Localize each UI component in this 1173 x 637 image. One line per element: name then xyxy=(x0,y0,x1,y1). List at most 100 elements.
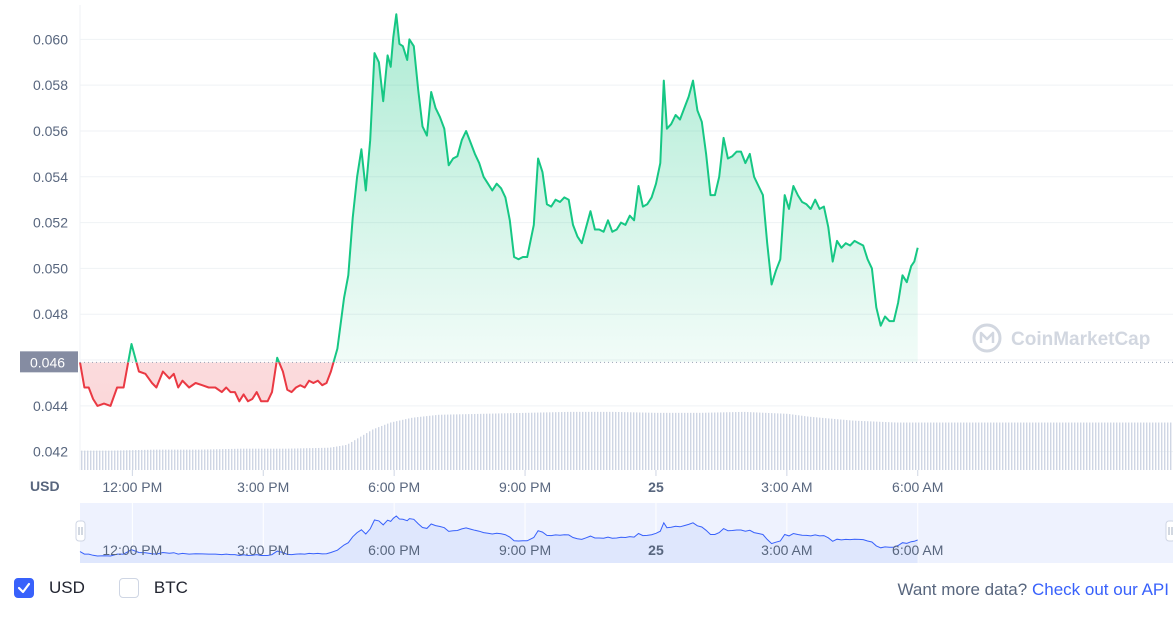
volume-bar xyxy=(510,413,512,470)
volume-bar xyxy=(189,449,191,470)
volume-bar xyxy=(384,424,386,470)
volume-bar xyxy=(969,422,971,470)
volume-bar xyxy=(678,412,680,470)
volume-bar xyxy=(615,411,617,470)
volume-bar xyxy=(1089,422,1091,470)
volume-bar xyxy=(108,450,110,470)
y-tick-label: 0.050 xyxy=(33,260,68,276)
price-chart[interactable]: 0.042 0.044 0.048 0.050 0.052 0.054 0.056 0.058… xyxy=(0,0,1173,570)
navigator-tick-label: 6:00 AM xyxy=(892,542,943,558)
volume-bar xyxy=(465,414,467,470)
volume-bar xyxy=(648,412,650,470)
volume-bar xyxy=(1092,422,1094,470)
volume-bar xyxy=(654,412,656,470)
volume-bar xyxy=(357,438,359,470)
volume-bar xyxy=(504,413,506,470)
navigator-right-handle[interactable] xyxy=(1165,520,1173,542)
volume-bar xyxy=(258,448,260,470)
volume-bar xyxy=(537,412,539,470)
volume-bar xyxy=(90,450,92,470)
volume-bar xyxy=(588,411,590,470)
volume-bar xyxy=(774,413,776,470)
volume-bar xyxy=(966,422,968,470)
volume-bar xyxy=(879,421,881,470)
volume-bar xyxy=(690,412,692,470)
volume-bar xyxy=(366,433,368,470)
volume-bar xyxy=(243,448,245,470)
volume-bar xyxy=(177,449,179,470)
volume-bar xyxy=(987,422,989,470)
api-link[interactable]: Check out our API xyxy=(1031,580,1169,599)
volume-bar xyxy=(714,412,716,470)
volume-bar xyxy=(804,416,806,470)
volume-bar xyxy=(786,413,788,470)
volume-bar xyxy=(141,449,143,470)
volume-bar xyxy=(894,422,896,470)
y-tick-label: 0.054 xyxy=(33,169,68,185)
volume-bar xyxy=(540,412,542,470)
volume-bar xyxy=(570,411,572,470)
volume-bar xyxy=(849,420,851,470)
volume-bar xyxy=(780,413,782,470)
volume-bar xyxy=(441,414,443,470)
volume-bar xyxy=(702,412,704,470)
volume-bar xyxy=(282,448,284,470)
volume-bar xyxy=(819,417,821,470)
y-tick-label: 0.042 xyxy=(33,444,68,460)
volume-bar xyxy=(975,422,977,470)
volume-bar xyxy=(159,449,161,470)
volume-bar xyxy=(579,411,581,470)
x-tick-label: 3:00 PM xyxy=(237,479,289,495)
volume-bar xyxy=(1107,422,1109,470)
volume-bar xyxy=(186,449,188,470)
volume-bar xyxy=(1083,422,1085,470)
volume-bar xyxy=(210,449,212,470)
volume-bar xyxy=(816,417,818,470)
y-tick-label: 0.044 xyxy=(33,398,68,414)
usd-toggle[interactable]: USD xyxy=(14,578,85,598)
x-tick-label: 12:00 PM xyxy=(102,479,162,495)
volume-bar xyxy=(618,412,620,470)
volume-bar xyxy=(369,431,371,470)
volume-bar xyxy=(891,422,893,470)
volume-bar xyxy=(276,448,278,470)
y-tick-label: 0.060 xyxy=(33,31,68,47)
y-tick-label: 0.056 xyxy=(33,123,68,139)
volume-bar xyxy=(1062,422,1064,470)
volume-bar xyxy=(1110,422,1112,470)
volume-bar xyxy=(531,412,533,470)
volume-bar xyxy=(324,447,326,470)
volume-bar xyxy=(609,411,611,470)
volume-bar xyxy=(795,414,797,470)
volume-bar xyxy=(534,412,536,470)
volume-bar xyxy=(936,422,938,470)
volume-bar xyxy=(735,412,737,470)
volume-bar xyxy=(348,443,350,470)
volume-bar xyxy=(180,449,182,470)
volume-bar xyxy=(882,421,884,470)
volume-bar xyxy=(1044,422,1046,470)
volume-bar xyxy=(852,420,854,470)
volume-bar xyxy=(756,412,758,470)
volume-bar xyxy=(300,448,302,470)
btc-toggle[interactable]: BTC xyxy=(118,578,188,598)
volume-bar xyxy=(840,419,842,470)
usd-checkbox[interactable] xyxy=(14,578,34,598)
volume-bar xyxy=(264,448,266,470)
volume-bar xyxy=(438,414,440,470)
navigator[interactable]: 12:00 PM 3:00 PM 6:00 PM 9:00 PM 25 3:00 AM 6:… xyxy=(75,503,1173,563)
volume-bar xyxy=(237,448,239,470)
volume-bar xyxy=(330,447,332,470)
navigator-left-handle[interactable] xyxy=(75,520,86,542)
volume-bar xyxy=(699,412,701,470)
volume-bar xyxy=(777,413,779,470)
volume-bar xyxy=(246,448,248,470)
volume-bar xyxy=(321,447,323,470)
btc-checkbox[interactable] xyxy=(118,578,139,598)
volume-bar xyxy=(144,449,146,470)
volume-bar xyxy=(900,422,902,470)
volume-bar xyxy=(552,412,554,470)
volume-bar xyxy=(873,421,875,470)
volume-bar xyxy=(1038,422,1040,470)
volume-bar xyxy=(1122,422,1124,470)
